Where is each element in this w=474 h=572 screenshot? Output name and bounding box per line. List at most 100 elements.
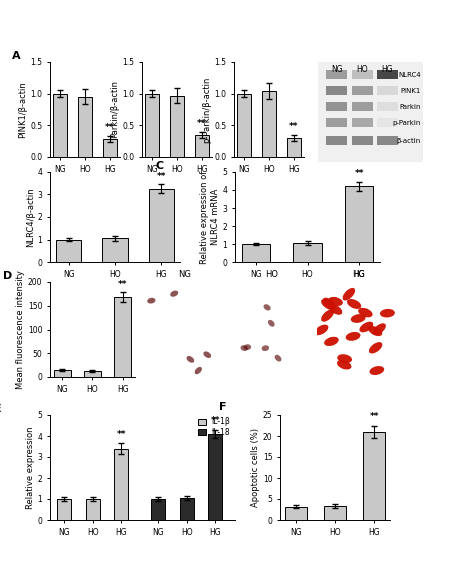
FancyBboxPatch shape	[327, 102, 347, 112]
Text: C: C	[155, 161, 164, 171]
FancyBboxPatch shape	[377, 70, 398, 80]
Bar	[84, 371, 101, 377]
Ellipse shape	[380, 309, 395, 317]
Bar	[285, 507, 307, 520]
Text: β-actin: β-actin	[397, 138, 421, 144]
Ellipse shape	[264, 304, 271, 311]
Bar	[293, 243, 322, 262]
Ellipse shape	[314, 325, 328, 335]
Y-axis label: PINK1/β-actin: PINK1/β-actin	[18, 81, 27, 138]
Bar	[208, 434, 222, 520]
Y-axis label: Parkin/β-actin: Parkin/β-actin	[110, 81, 119, 138]
Ellipse shape	[170, 291, 178, 297]
Ellipse shape	[147, 298, 155, 304]
Bar	[149, 189, 174, 262]
Ellipse shape	[337, 360, 351, 370]
FancyBboxPatch shape	[327, 136, 347, 145]
Bar	[102, 239, 128, 262]
FancyBboxPatch shape	[352, 118, 373, 128]
Ellipse shape	[373, 323, 386, 335]
Text: NG: NG	[331, 65, 343, 74]
Bar	[287, 138, 301, 157]
Y-axis label: Mean fluorescence intensity: Mean fluorescence intensity	[16, 270, 25, 389]
Text: HO: HO	[356, 65, 368, 74]
Ellipse shape	[368, 326, 383, 336]
Ellipse shape	[244, 344, 251, 350]
Text: NLRC4: NLRC4	[398, 72, 421, 78]
Text: **: **	[117, 430, 126, 439]
Y-axis label: Apoptotic cells (%): Apoptotic cells (%)	[251, 428, 260, 507]
Ellipse shape	[324, 337, 339, 346]
Legend: IL-1β, IL-18: IL-1β, IL-18	[197, 417, 231, 438]
Text: **: **	[210, 416, 220, 426]
FancyBboxPatch shape	[377, 136, 398, 145]
Text: **: **	[156, 172, 166, 181]
Text: **: **	[355, 169, 364, 178]
Ellipse shape	[347, 299, 361, 309]
Ellipse shape	[323, 297, 336, 310]
Ellipse shape	[346, 332, 360, 341]
Text: Parkin: Parkin	[400, 104, 421, 110]
Bar	[324, 506, 346, 520]
Bar	[54, 370, 71, 377]
Ellipse shape	[203, 351, 211, 358]
Bar	[114, 297, 131, 377]
Ellipse shape	[369, 342, 383, 353]
FancyBboxPatch shape	[352, 102, 373, 112]
Text: D: D	[3, 271, 12, 281]
Bar	[195, 135, 209, 157]
Bar	[237, 94, 251, 157]
Text: p-Parkin: p-Parkin	[392, 120, 421, 126]
FancyBboxPatch shape	[327, 118, 347, 128]
Ellipse shape	[358, 308, 373, 317]
FancyBboxPatch shape	[377, 102, 398, 112]
Text: **: **	[289, 122, 299, 131]
Y-axis label: p-Parkin/β-actin: p-Parkin/β-actin	[202, 76, 211, 142]
Ellipse shape	[262, 345, 269, 351]
Ellipse shape	[328, 304, 342, 315]
Bar	[364, 432, 385, 520]
Bar	[345, 186, 374, 262]
Bar	[56, 240, 82, 262]
FancyBboxPatch shape	[327, 86, 347, 96]
Ellipse shape	[187, 356, 194, 363]
FancyBboxPatch shape	[352, 70, 373, 80]
Text: HG: HG	[352, 270, 365, 279]
Ellipse shape	[274, 355, 282, 362]
FancyBboxPatch shape	[352, 136, 373, 145]
Text: **: **	[197, 119, 207, 128]
FancyBboxPatch shape	[327, 70, 347, 80]
Ellipse shape	[359, 321, 374, 332]
Bar	[151, 499, 165, 520]
Ellipse shape	[268, 320, 274, 327]
Bar	[57, 499, 72, 520]
Ellipse shape	[351, 314, 365, 323]
Bar	[262, 91, 276, 157]
Ellipse shape	[321, 309, 334, 321]
Bar	[242, 244, 270, 262]
Bar	[78, 97, 92, 157]
Text: **: **	[105, 124, 115, 132]
Ellipse shape	[369, 366, 384, 375]
Y-axis label: Relative expression: Relative expression	[26, 426, 35, 509]
Ellipse shape	[240, 345, 248, 351]
FancyBboxPatch shape	[318, 62, 423, 162]
Text: E: E	[0, 404, 2, 415]
Y-axis label: Relative expression of
NLRC4 mRNA: Relative expression of NLRC4 mRNA	[201, 170, 220, 264]
Text: HO: HO	[265, 270, 278, 279]
Text: A: A	[11, 50, 20, 61]
Bar	[180, 498, 194, 520]
Ellipse shape	[337, 354, 352, 363]
Text: HG: HG	[382, 65, 393, 74]
Bar	[86, 499, 100, 520]
Bar	[103, 139, 117, 157]
FancyBboxPatch shape	[377, 86, 398, 96]
Bar	[53, 94, 67, 157]
Text: F: F	[219, 402, 227, 412]
FancyBboxPatch shape	[352, 86, 373, 96]
Ellipse shape	[328, 297, 343, 306]
Bar	[145, 94, 159, 157]
Text: **: **	[118, 280, 128, 289]
FancyBboxPatch shape	[377, 118, 398, 128]
Bar	[114, 448, 128, 520]
